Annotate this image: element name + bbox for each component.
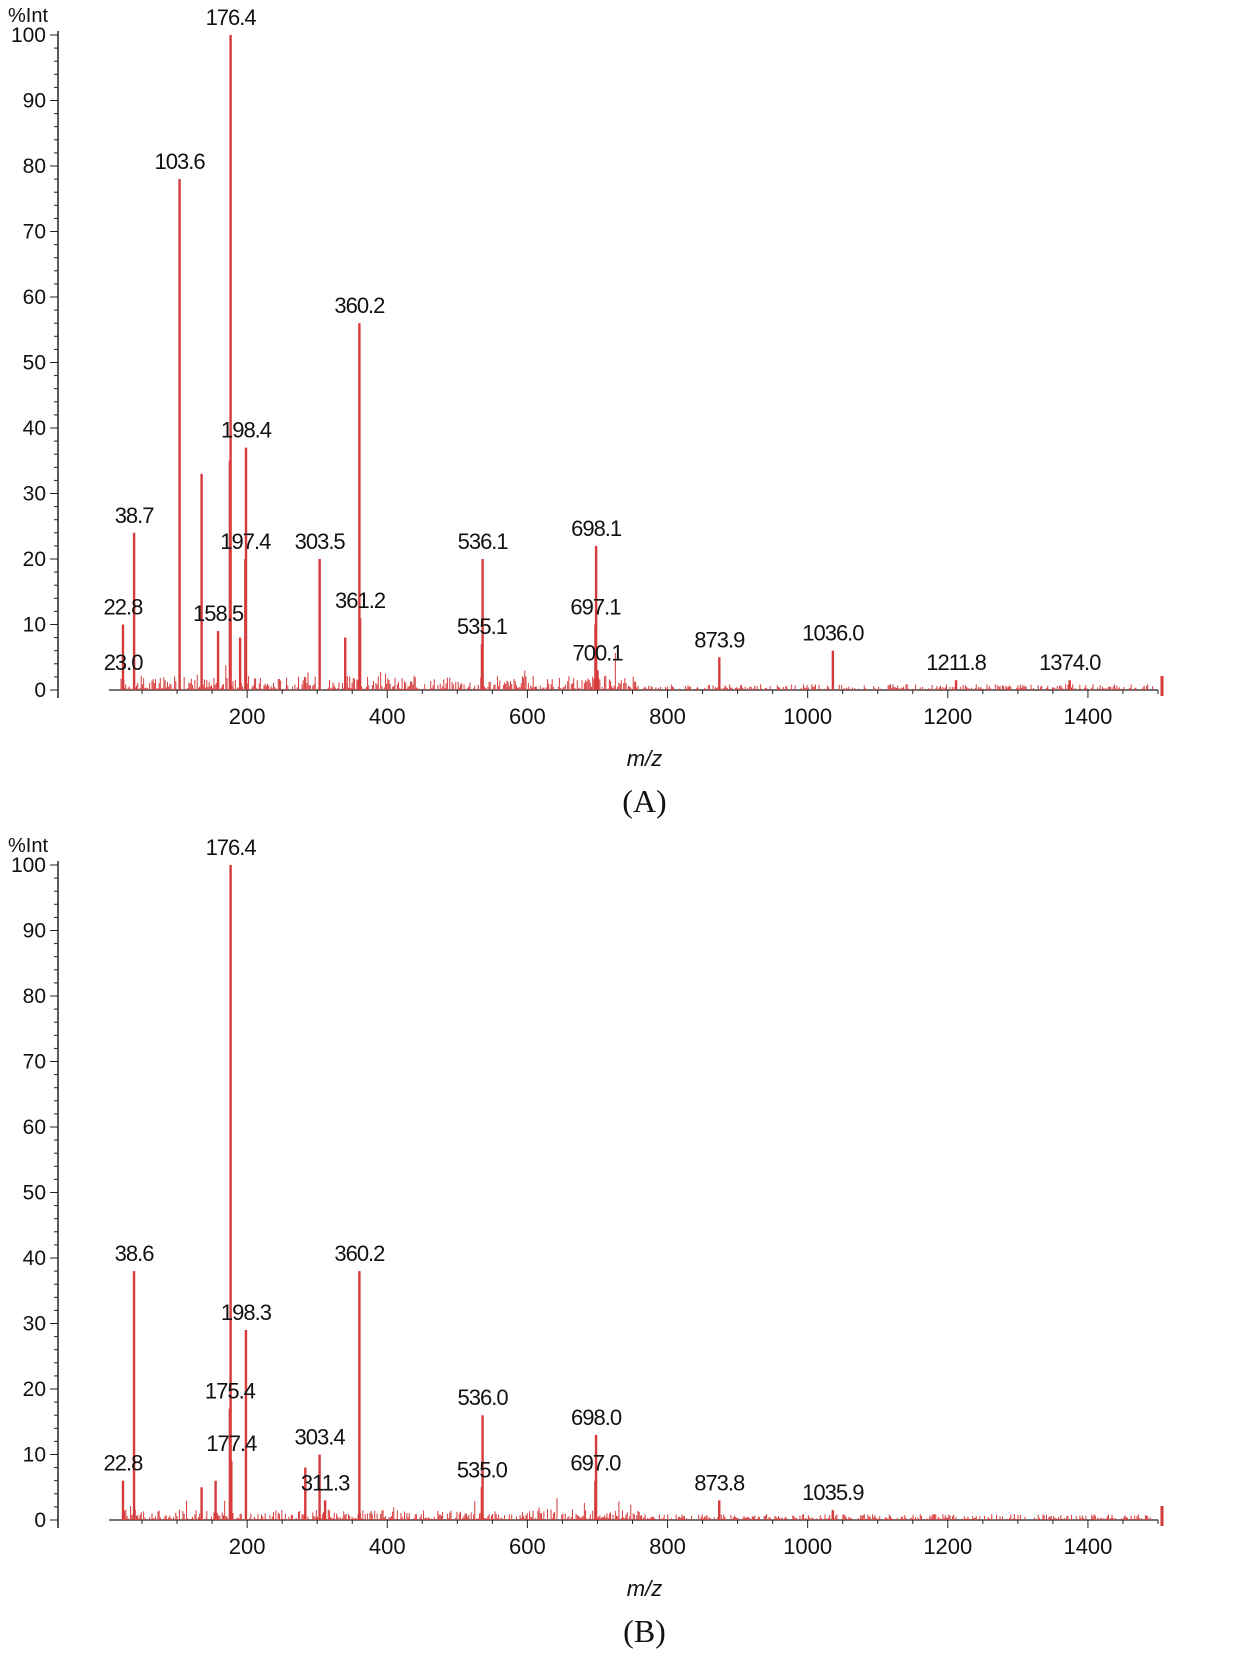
peak-label: 38.7 xyxy=(115,503,155,528)
y-tick-label: 50 xyxy=(23,352,46,375)
peak-label: 535.0 xyxy=(457,1457,508,1482)
y-tick-label: 40 xyxy=(23,417,46,440)
x-tick-label: 1000 xyxy=(783,704,832,729)
x-tick-label: 1200 xyxy=(923,704,972,729)
peak-label: 22.8 xyxy=(104,1451,144,1476)
x-tick-label: 800 xyxy=(649,1534,686,1559)
x-axis-label: m/z xyxy=(627,746,662,771)
spectrum-chart-b: %Int 0 10 20 30 40 50 60 70 80 90 100 200 400 600 800 10… xyxy=(8,835,1164,1649)
peak-label: 1211.8 xyxy=(926,650,986,675)
peak-label: 311.3 xyxy=(301,1470,350,1495)
spectrum-panel-b: %Int 0 10 20 30 40 50 60 70 80 90 100 200 400 600 800 10… xyxy=(0,830,1245,1673)
y-tick-label: 10 xyxy=(23,614,46,637)
peak-label: 698.0 xyxy=(571,1405,622,1430)
peak-label: 158.5 xyxy=(193,601,244,626)
peak-label: 198.4 xyxy=(221,418,272,443)
x-tick-label: 1200 xyxy=(923,1534,972,1559)
y-tick-label: 30 xyxy=(23,483,46,506)
y-tick-label: 0 xyxy=(34,679,46,702)
y-tick-label: 60 xyxy=(23,286,46,309)
peak-labels: 22.8 23.0 38.7 103.6 158.5 176.4 197.4 198.4 303… xyxy=(104,5,1103,675)
y-tick-label: 20 xyxy=(23,548,46,571)
peak-label: 177.4 xyxy=(206,1431,257,1456)
y-tick-label: 80 xyxy=(23,985,46,1008)
peak-label: 22.8 xyxy=(104,595,144,620)
x-tick-label: 200 xyxy=(229,704,266,729)
peak-label: 697.1 xyxy=(570,595,621,620)
peak-label: 1036.0 xyxy=(802,621,864,646)
y-tick-label: 80 xyxy=(23,155,46,178)
x-tick-label: 200 xyxy=(229,1534,266,1559)
noise-peaks xyxy=(124,1498,1151,1520)
spectrum-peaks xyxy=(121,35,1071,690)
spectrum-peaks xyxy=(121,865,835,1520)
y-tick-label: 30 xyxy=(23,1313,46,1336)
peak-label: 360.2 xyxy=(334,293,385,318)
y-tick-label: 90 xyxy=(23,920,46,943)
peak-label: 38.6 xyxy=(115,1241,155,1266)
peak-label: 197.4 xyxy=(220,529,271,554)
peak-label: 360.2 xyxy=(334,1241,385,1266)
peak-label: 198.3 xyxy=(221,1300,272,1325)
spectrum-panel-a: %Int 0 10 20 30 40 50 60 70 80 90 100 200 400 600 800 10… xyxy=(0,0,1245,830)
peak-label: 23.0 xyxy=(104,650,144,675)
x-tick-label: 400 xyxy=(369,704,406,729)
noise-peaks xyxy=(120,652,1154,690)
peak-label: 536.0 xyxy=(458,1385,509,1410)
y-tick-label: 20 xyxy=(23,1378,46,1401)
peak-label: 175.4 xyxy=(205,1379,256,1404)
y-tick-label: 40 xyxy=(23,1247,46,1270)
y-tick-label: 100 xyxy=(11,24,46,47)
peak-label: 1374.0 xyxy=(1039,650,1101,675)
y-tick-label: 90 xyxy=(23,90,46,113)
peak-label: 697.0 xyxy=(570,1451,621,1476)
peak-label: 873.8 xyxy=(694,1470,745,1495)
peak-label: 873.9 xyxy=(694,627,745,652)
y-axis-label: %Int xyxy=(8,835,48,857)
peak-label: 700.1 xyxy=(573,640,624,665)
peak-label: 698.1 xyxy=(571,516,622,541)
y-tick-label: 50 xyxy=(23,1182,46,1205)
x-tick-label: 800 xyxy=(649,704,686,729)
peak-label: 361.2 xyxy=(335,588,386,613)
y-tick-label: 100 xyxy=(11,854,46,877)
x-tick-label: 1400 xyxy=(1063,1534,1112,1559)
y-axis-label: %Int xyxy=(8,5,48,27)
peak-label: 536.1 xyxy=(458,529,509,554)
y-tick-label: 70 xyxy=(23,221,46,244)
peak-label: 103.6 xyxy=(155,149,206,174)
y-tick-label: 10 xyxy=(23,1444,46,1467)
x-tick-label: 600 xyxy=(509,1534,546,1559)
spectrum-chart-a: %Int 0 10 20 30 40 50 60 70 80 90 100 200 400 600 800 10… xyxy=(8,5,1164,819)
x-tick-label: 400 xyxy=(369,1534,406,1559)
x-tick-label: 600 xyxy=(509,704,546,729)
peak-label: 176.4 xyxy=(206,5,257,30)
y-tick-label: 70 xyxy=(23,1051,46,1074)
x-tick-label: 1400 xyxy=(1063,704,1112,729)
peak-label: 303.4 xyxy=(295,1425,346,1450)
peak-label: 303.5 xyxy=(295,529,346,554)
peak-label: 176.4 xyxy=(206,835,257,860)
panel-caption: (B) xyxy=(623,1613,666,1649)
y-tick-label: 0 xyxy=(34,1509,46,1532)
x-tick-label: 1000 xyxy=(783,1534,832,1559)
peak-label: 1035.9 xyxy=(802,1480,864,1505)
peak-labels: 22.8 38.6 175.4 176.4 177.4 198.3 303.4 311.3 36… xyxy=(104,835,866,1505)
x-axis-label: m/z xyxy=(627,1576,662,1601)
peak-label: 535.1 xyxy=(457,614,508,639)
panel-caption: (A) xyxy=(622,783,666,819)
y-tick-label: 60 xyxy=(23,1116,46,1139)
